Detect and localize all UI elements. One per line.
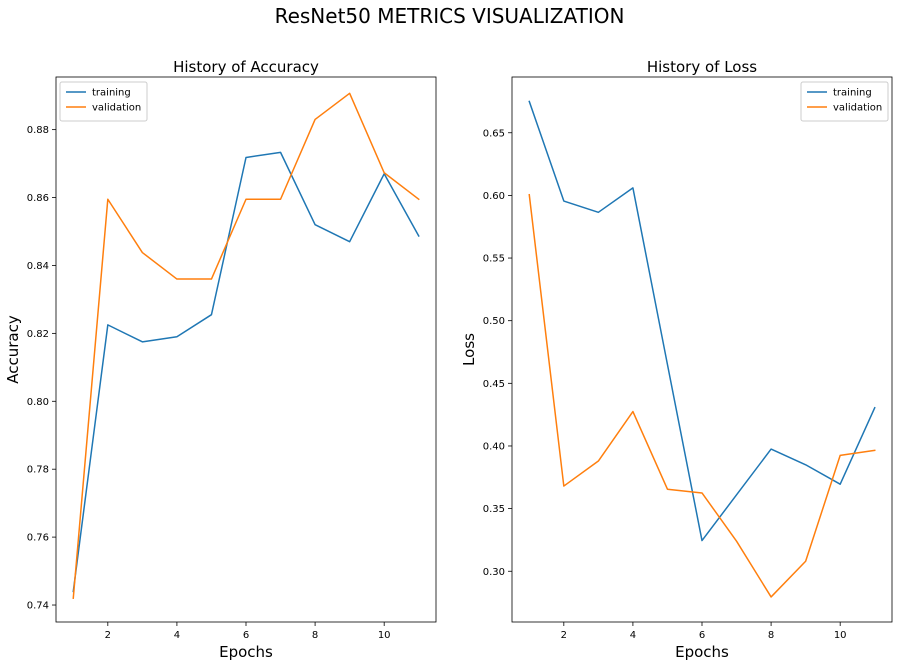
x-tick-label: 10 [378,630,391,641]
series-line-training [72,151,420,593]
chart-title: History of Accuracy [173,58,319,76]
chart-accuracy: History of Accuracy 2 4 6 8 10 0.74 0.76 0.78 0.8… [4,58,437,661]
x-tick-label: 6 [243,630,249,641]
legend-label-validation: validation [92,103,141,114]
x-tick-label: 6 [699,630,705,641]
y-tick-label: 0.82 [27,329,49,340]
y-tick-label: 0.88 [27,125,49,136]
x-tick-label: 2 [105,630,111,641]
series-line-training [528,100,876,542]
legend-label-validation: validation [833,103,882,114]
y-tick-label: 0.45 [483,379,505,390]
y-tick-label: 0.76 [27,533,49,544]
y-axis-label: Accuracy [4,315,22,384]
y-tick-label: 0.60 [483,191,505,202]
x-tick-label: 2 [561,630,567,641]
chart-title: History of Loss [647,58,757,76]
x-tick-label: 4 [630,630,636,641]
plot-frame [511,76,893,623]
legend: training validation [800,81,889,122]
y-tick-label: 0.50 [483,316,505,327]
series-line-validation [72,92,420,600]
y-tick-label: 0.55 [483,254,505,265]
legend: training validation [59,81,148,122]
y-tick-label: 0.30 [483,567,505,578]
y-tick-label: 0.35 [483,504,505,515]
x-tick-label: 10 [834,630,847,641]
x-tick-label: 8 [312,630,318,641]
y-tick-label: 0.86 [27,193,49,204]
plot-frame [55,76,437,623]
series-line-validation [528,193,876,598]
y-tick-label: 0.65 [483,128,505,139]
x-tick-label: 8 [768,630,774,641]
y-tick-label: 0.80 [27,397,49,408]
y-tick-label: 0.78 [27,465,49,476]
y-tick-label: 0.40 [483,441,505,452]
legend-label-training: training [833,88,872,99]
y-tick-label: 0.84 [27,261,49,272]
y-tick-label: 0.74 [27,601,49,612]
legend-label-training: training [92,88,131,99]
x-tick-label: 4 [174,630,180,641]
x-axis-label: Epochs [219,643,273,661]
x-axis-label: Epochs [675,643,729,661]
figure-suptitle: ResNet50 METRICS VISUALIZATION [274,4,625,28]
chart-loss: History of Loss 2 4 6 8 10 0.30 0.35 0.40 0.45 0.5… [460,58,893,661]
y-axis-label: Loss [460,333,478,366]
